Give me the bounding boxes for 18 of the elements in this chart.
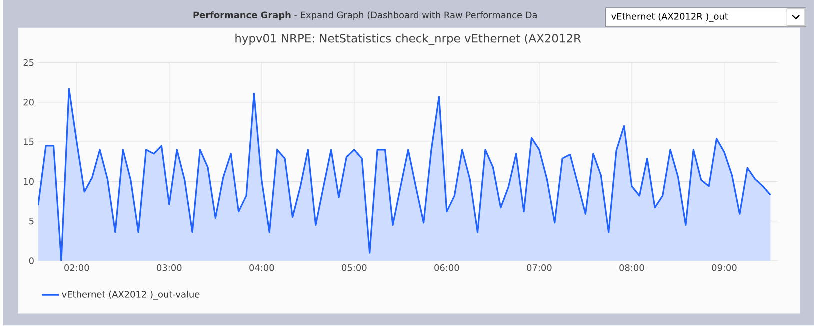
y-tick-label: 0 (29, 258, 34, 265)
legend-label: vEthernet (AX2012 )_out-value (62, 291, 200, 300)
x-tick-label: 06:00 (434, 264, 460, 272)
y-tick-label: 10 (24, 178, 34, 186)
y-tick-label: 15 (24, 138, 34, 146)
x-tick-label: 04:00 (250, 264, 274, 272)
text: Performance Graph - Expand Graph (Dashboard with Raw Performance Da (194, 12, 537, 20)
y-tick-label: 25 (24, 60, 34, 66)
x-tick-label: 09:00 (712, 264, 737, 272)
y-tick-label: 20 (24, 99, 34, 106)
y-tick-label: 5 (30, 218, 34, 225)
chart-title: hypv01 NRPE: NetStatistics check_nrpe vEthernet (AX2012R (236, 34, 582, 46)
x-tick-label: 02:00 (64, 264, 90, 272)
x-tick-label: 05:00 (342, 264, 367, 272)
x-tick-label: 07:00 (527, 264, 552, 272)
x-tick-label: 08:00 (620, 264, 644, 272)
x-tick-label: 03:00 (157, 264, 182, 272)
text: vEthernet (AX2012R )_out (612, 13, 728, 22)
